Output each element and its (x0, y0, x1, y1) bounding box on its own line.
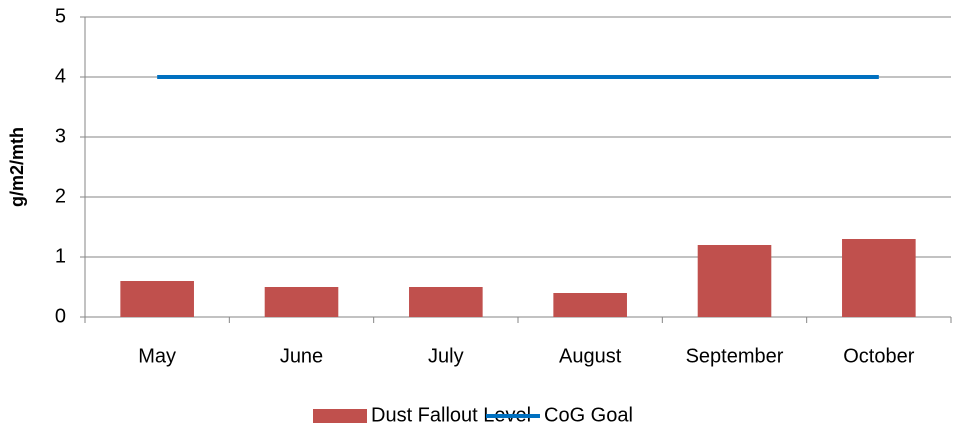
y-tick-label: 4 (55, 65, 66, 87)
x-tick-label: August (559, 345, 622, 367)
y-tick-label: 2 (55, 185, 66, 207)
bar (842, 239, 916, 317)
legend-label: Dust Fallout Level (371, 404, 531, 426)
y-axis-label: g/m2/mth (7, 127, 27, 207)
y-tick-label: 3 (55, 125, 66, 147)
legend-swatch (313, 409, 367, 423)
x-tick-label: June (280, 345, 323, 367)
bar (120, 281, 194, 317)
y-tick-label: 0 (55, 305, 66, 327)
bar (409, 287, 483, 317)
bar (697, 245, 772, 317)
legend-label: CoG Goal (544, 404, 633, 426)
bar (264, 287, 339, 317)
x-tick-label: October (843, 345, 914, 367)
y-tick-label: 5 (55, 5, 66, 27)
bar (553, 293, 627, 317)
x-tick-label: May (138, 345, 176, 367)
y-tick-label: 1 (55, 245, 66, 267)
x-tick-label: July (428, 345, 464, 367)
x-tick-label: September (686, 345, 784, 367)
